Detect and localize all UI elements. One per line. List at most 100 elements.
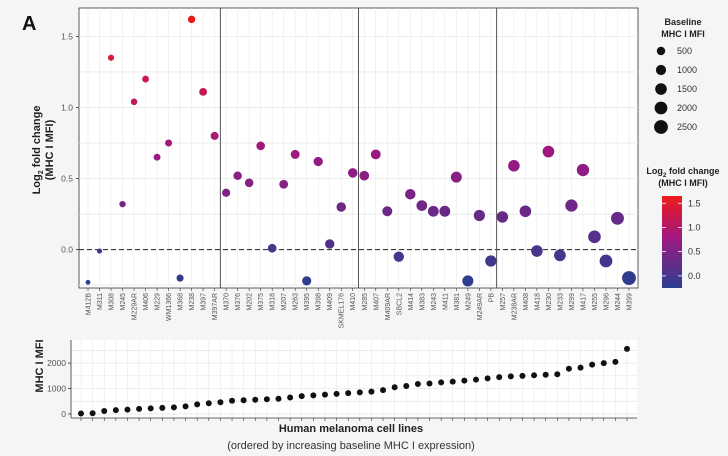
baseline-mfi-point	[600, 360, 607, 367]
cell-line-label: M318	[270, 293, 277, 311]
fold-change-point	[96, 248, 103, 254]
top-ylabel-line1: Log2 fold change	[31, 106, 45, 195]
baseline-mfi-point	[240, 397, 247, 404]
baseline-mfi-point	[426, 380, 433, 387]
cell-line-label: M414	[408, 293, 415, 311]
cell-line-label: M409	[327, 293, 334, 311]
top-dividers	[219, 8, 498, 288]
baseline-mfi-point	[438, 379, 445, 386]
baseline-mfi-point	[565, 365, 572, 372]
legend-size-label: 500	[677, 46, 692, 56]
legend-color: Log2 fold change (MHC I MFI) 1.51.00.50.…	[646, 166, 720, 288]
cell-line-label: SKMEL176	[339, 293, 346, 329]
cell-line-label: M299	[569, 293, 576, 311]
cell-line-label: M249AR	[477, 293, 484, 320]
bottom-y-ticks: 0 1000 2000	[47, 358, 71, 419]
baseline-mfi-point	[414, 380, 421, 387]
baseline-mfi-point	[263, 396, 270, 403]
fold-change-point	[107, 54, 115, 61]
bottom-ytick-label: 0	[61, 409, 66, 419]
baseline-mfi-point	[136, 405, 143, 412]
fold-change-point	[165, 139, 173, 147]
cell-line-label: M381	[454, 293, 461, 311]
fold-change-point	[176, 274, 184, 282]
baseline-mfi-point	[124, 406, 131, 413]
legend-size-label: 2000	[677, 103, 697, 113]
baseline-mfi-point	[554, 371, 561, 378]
legend-size-items: 500 1000 1500 2000 2500	[654, 46, 697, 134]
fold-change-point	[130, 98, 138, 106]
baseline-mfi-point	[345, 390, 352, 397]
fold-change-point	[508, 159, 520, 172]
fold-change-point	[416, 200, 428, 211]
baseline-mfi-point	[112, 407, 119, 414]
colorbar-label: 0.5	[688, 247, 701, 257]
fold-change-point	[599, 254, 613, 268]
cell-line-label: M418	[534, 293, 541, 311]
baseline-mfi-point	[147, 405, 154, 412]
fold-change-point	[565, 199, 578, 212]
cell-line-label: M230	[546, 293, 553, 311]
legend-size-label: 1000	[677, 65, 697, 75]
fold-change-point	[450, 171, 462, 183]
baseline-mfi-point	[182, 403, 189, 410]
baseline-mfi-point	[310, 392, 317, 399]
x-axis-title: Human melanoma cell lines	[279, 423, 423, 435]
cell-line-label: M397	[201, 293, 208, 311]
cell-line-label: WM1366	[166, 293, 173, 321]
cell-line-label: M255	[592, 293, 599, 311]
cell-line-label: M229AR	[132, 293, 139, 320]
fold-change-point	[142, 75, 149, 83]
cell-line-label: M411	[442, 293, 449, 310]
bottom-points	[78, 345, 630, 417]
fold-change-point	[359, 170, 370, 181]
baseline-mfi-point	[205, 400, 212, 407]
top-y-ticks: 0.0 0.5 1.0 1.5	[61, 31, 79, 255]
baseline-mfi-point	[380, 387, 387, 394]
baseline-mfi-point	[194, 401, 201, 408]
cell-line-label: M376	[235, 293, 242, 311]
baseline-mfi-point	[275, 395, 282, 402]
bottom-ylabel: MHC I MFI	[34, 339, 46, 392]
legend-size-label: 1500	[677, 84, 697, 94]
cell-line-label: M395	[304, 293, 311, 311]
baseline-mfi-point	[507, 373, 514, 380]
top-x-ticks: M412B M311 M308 M245 M229AR M406 M229 WM1366 M36…	[86, 288, 634, 328]
fold-change-point	[519, 205, 532, 218]
cell-line-label: M375	[258, 293, 265, 311]
fold-change-point	[210, 131, 219, 140]
fold-change-point	[427, 205, 439, 217]
fold-change-point	[85, 279, 91, 285]
baseline-mfi-point	[472, 376, 479, 383]
baseline-mfi-point	[101, 407, 108, 414]
fold-change-point	[370, 149, 381, 160]
fold-change-point	[496, 211, 509, 223]
fold-change-point	[588, 230, 601, 244]
cell-line-label: M244	[615, 293, 622, 311]
fold-change-point	[405, 188, 416, 200]
panel-label: A	[22, 13, 36, 35]
cell-line-label: M202	[247, 293, 254, 311]
baseline-mfi-point	[159, 404, 166, 411]
fold-change-point	[153, 153, 161, 161]
fold-change-point	[393, 251, 404, 262]
baseline-mfi-point	[496, 374, 503, 381]
baseline-mfi-point	[368, 388, 375, 395]
cell-line-label: M408	[523, 293, 530, 311]
cell-line-label: M285	[362, 293, 369, 311]
cell-line-label: PB	[488, 293, 495, 303]
fold-change-point	[485, 255, 497, 267]
bottom-ytick-label: 1000	[47, 384, 66, 394]
fold-change-point	[473, 209, 485, 222]
fold-change-point	[244, 178, 254, 188]
baseline-mfi-point	[484, 375, 491, 382]
baseline-mfi-point	[461, 377, 468, 384]
baseline-mfi-point	[612, 358, 619, 365]
cell-line-label: M397AR	[212, 293, 219, 320]
fold-change-point	[325, 239, 335, 249]
baseline-mfi-point	[78, 410, 84, 417]
baseline-mfi-point	[229, 397, 236, 404]
fold-change-point	[313, 156, 323, 167]
colorbar-label: 1.0	[688, 222, 701, 232]
cell-line-label: M417	[580, 293, 587, 311]
